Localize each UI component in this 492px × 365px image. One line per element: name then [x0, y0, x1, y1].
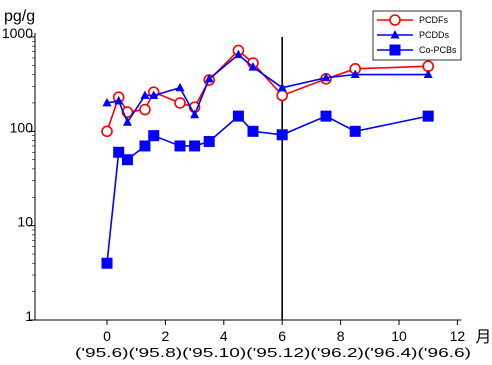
- y-tick-label: 1000: [2, 25, 33, 41]
- pcdds-point: [248, 62, 258, 71]
- pcdds-point: [122, 117, 132, 126]
- legend-co-pcbs-point: [389, 44, 401, 56]
- co-pcbs-point: [422, 110, 434, 122]
- x-tick-label: 2: [162, 328, 170, 344]
- pcdds-line: [106, 53, 429, 124]
- series-layer: [101, 44, 435, 269]
- axes-layer: 1 10 100 1000 0 2 4 6 8 10 12 月 ('95.6)('95.8)('95.1…: [2, 8, 492, 360]
- pcdds-point: [102, 97, 112, 107]
- co-pcbs-point: [189, 140, 201, 152]
- pcdds-point: [277, 82, 287, 92]
- legend-pcdds-point: [390, 30, 400, 39]
- x-tick-label: 8: [337, 328, 345, 344]
- legend-pcdfs-point: [389, 14, 401, 26]
- co-pcbs-point: [101, 257, 113, 269]
- co-pcbs-point: [139, 140, 151, 152]
- pcdfs-point: [139, 103, 151, 116]
- co-pcbs-point: [232, 110, 244, 122]
- pcdfs-point: [101, 125, 113, 138]
- pcdds-point: [204, 73, 214, 83]
- y-tick-label: 10: [17, 214, 33, 230]
- pcdds-point: [321, 72, 331, 82]
- y-tick-label: 100: [10, 119, 34, 135]
- pcdds-point: [149, 90, 159, 99]
- y-tick-label: 1: [25, 308, 33, 324]
- legend-pcdfs-label: PCDFs: [419, 15, 448, 25]
- x-tick-label: 12: [450, 328, 466, 344]
- x-tick-label: 4: [220, 328, 228, 344]
- pcdds-point: [233, 49, 243, 59]
- y-axis-title: pg/g: [4, 8, 35, 25]
- pcdfs-point: [174, 97, 186, 109]
- legend: PCDFs PCDDs Co-PCBs: [372, 10, 462, 61]
- x-axis-unit: 月: [475, 329, 491, 346]
- pcdds-point: [190, 109, 200, 119]
- pcdds-point: [350, 69, 360, 79]
- pcdds-point: [175, 82, 185, 92]
- legend-pcdds-label: PCDDs: [419, 30, 450, 40]
- pcdds-series: [102, 49, 433, 126]
- co-pcbs-point: [148, 130, 160, 142]
- pcdds-point: [140, 90, 150, 99]
- pcdds-point: [114, 95, 124, 105]
- x-date-labels: ('95.6)('95.8)('95.10)('95.12)('96.2)('9…: [75, 345, 471, 360]
- co-pcbs-point: [247, 125, 259, 137]
- co-pcbs-point: [320, 110, 332, 122]
- pcdfs-point: [276, 89, 289, 102]
- x-tick-label: 6: [278, 328, 286, 344]
- co-pcbs-point: [174, 140, 186, 152]
- co-pcbs-point: [276, 129, 288, 141]
- co-pcbs-point: [349, 125, 361, 137]
- legend-co-pcbs-label: Co-PCBs: [419, 45, 457, 55]
- x-tick-label: 10: [391, 328, 407, 344]
- co-pcbs-series: [101, 110, 434, 269]
- co-pcbs-point: [121, 154, 133, 166]
- x-tick-label: 0: [103, 328, 111, 344]
- co-pcbs-point: [113, 146, 125, 158]
- pcdds-point: [423, 69, 433, 79]
- co-pcbs-point: [203, 136, 215, 148]
